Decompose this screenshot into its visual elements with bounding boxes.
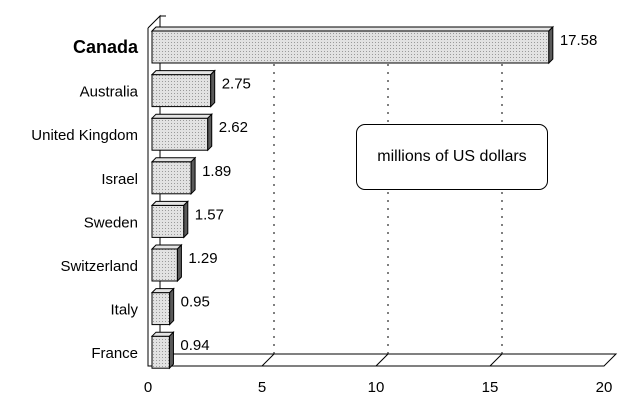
- unit-annotation: millions of US dollars: [356, 124, 548, 190]
- value-label: 1.57: [195, 206, 224, 223]
- category-label: Canada: [73, 37, 139, 57]
- category-label: Switzerland: [60, 258, 138, 275]
- bar-top: [150, 244, 183, 250]
- bar-side: [183, 200, 189, 239]
- floor-grid-5: [261, 353, 275, 367]
- bar-united-kingdom: [150, 112, 213, 152]
- bars: [150, 25, 555, 370]
- bar-top: [150, 70, 216, 76]
- x-tick-label: 15: [482, 379, 499, 394]
- bar-front: [151, 161, 192, 195]
- x-tick-label: 10: [368, 379, 385, 394]
- value-label: 0.95: [181, 294, 210, 311]
- bar-side: [169, 287, 175, 326]
- bar-front: [151, 248, 178, 282]
- bar-side: [207, 112, 213, 152]
- bar-front: [151, 30, 550, 64]
- bar-canada: [150, 25, 555, 65]
- category-label: France: [91, 345, 138, 362]
- category-label: Sweden: [84, 214, 138, 231]
- bar-top: [150, 113, 213, 119]
- value-labels: 17.58 2.75 2.62 1.89 1.57 1.29 0.95 0.94: [180, 32, 597, 354]
- bar-australia: [150, 69, 216, 108]
- bar-sweden: [150, 200, 190, 239]
- bar-side: [168, 330, 174, 370]
- bar-side: [190, 156, 196, 196]
- bar-france: [150, 330, 175, 370]
- bar-top: [150, 157, 197, 163]
- x-tick-label: 20: [596, 379, 613, 394]
- bar-front: [151, 292, 171, 326]
- bar-side: [548, 25, 554, 65]
- value-label: 17.58: [560, 32, 598, 49]
- bar-top: [150, 26, 555, 32]
- value-label: 2.62: [219, 119, 248, 136]
- x-tick-label: 0: [144, 379, 152, 394]
- bar-side: [210, 69, 216, 108]
- bar-front: [151, 204, 185, 238]
- bar-side: [176, 243, 182, 283]
- category-labels: Canada Australia United Kingdom Israel Swede…: [31, 37, 139, 362]
- floor-grid-15: [489, 353, 503, 367]
- category-label: Australia: [80, 84, 139, 101]
- bar-front: [151, 74, 212, 108]
- bar-switzerland: [150, 243, 183, 283]
- x-tick-label: 5: [258, 379, 266, 394]
- bar-italy: [150, 287, 175, 326]
- gridlines: [261, 56, 503, 367]
- category-label: United Kingdom: [31, 127, 138, 144]
- floor-edge: [147, 28, 618, 367]
- x-axis-ticks: 0 5 10 15 20: [144, 379, 613, 394]
- bar-top: [150, 200, 190, 206]
- category-label: Israel: [101, 171, 138, 188]
- bar-front: [151, 117, 209, 151]
- value-label: 0.94: [180, 337, 209, 354]
- value-label: 2.75: [222, 76, 251, 93]
- value-label: 1.89: [202, 163, 231, 180]
- floor-grid-10: [375, 353, 389, 367]
- value-label: 1.29: [188, 250, 217, 267]
- bar-israel: [150, 156, 197, 196]
- category-label: Italy: [110, 302, 138, 319]
- bar-front: [151, 335, 170, 369]
- plot-frame: [147, 14, 618, 367]
